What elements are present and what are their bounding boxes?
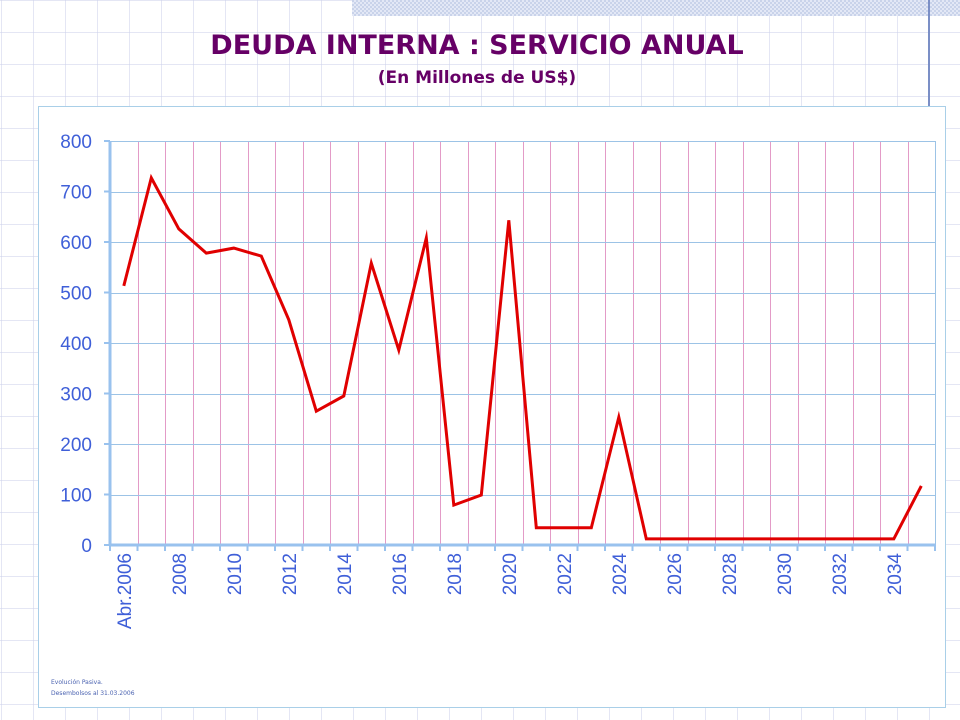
x-tick-label: 2020	[500, 553, 521, 595]
x-tick-label: 2026	[665, 553, 686, 595]
x-tick-label: 2010	[225, 553, 246, 595]
vertical-gridlines	[138, 141, 936, 545]
y-tick-label: 100	[60, 486, 92, 507]
y-tick-label: 300	[60, 385, 92, 406]
header-pattern-band	[352, 0, 960, 16]
x-tick-label: Abr.2006	[115, 553, 136, 629]
y-tick-label: 800	[60, 132, 92, 153]
x-tick-label: 2032	[830, 553, 851, 595]
x-tick-label: 2030	[775, 553, 796, 595]
slide-subtitle: (En Millones de US$)	[377, 68, 577, 88]
x-tick-label: 2014	[335, 553, 356, 596]
y-tick-label: 600	[60, 233, 92, 254]
x-tick-label: 2024	[610, 553, 631, 596]
y-tick-label: 0	[81, 536, 92, 557]
x-tick-label: 2034	[885, 553, 906, 596]
chart-panel	[38, 106, 946, 708]
footnote-disbursements: Desembolsos al 31.03.2006	[51, 690, 135, 697]
y-tick-label: 700	[60, 183, 92, 204]
series-line	[122, 173, 923, 541]
y-tick-label: 500	[60, 284, 92, 305]
footnote-evolution: Evolución Pasiva.	[51, 679, 103, 686]
y-tick-label: 200	[60, 435, 92, 456]
y-tick-label: 400	[60, 334, 92, 355]
header-vertical-rule	[928, 0, 930, 106]
x-tick-label: 2016	[390, 553, 411, 595]
y-tick-labels: 0 100 200 300 400 500 600 700 800	[60, 132, 92, 557]
x-tick-labels: Abr.2006 2008 2010 2012 2014 2016 2018 2020 2022…	[115, 553, 906, 629]
x-tick-label: 2008	[170, 553, 191, 595]
x-tick-label: 2012	[280, 553, 301, 595]
horizontal-gridlines	[110, 141, 935, 496]
x-tick-label: 2028	[720, 553, 741, 595]
x-tick-label: 2022	[555, 553, 576, 595]
axes	[104, 140, 936, 551]
slide-title: DEUDA INTERNA : SERVICIO ANUAL	[210, 30, 744, 61]
series	[122, 173, 923, 541]
x-tick-label: 2018	[445, 553, 466, 595]
